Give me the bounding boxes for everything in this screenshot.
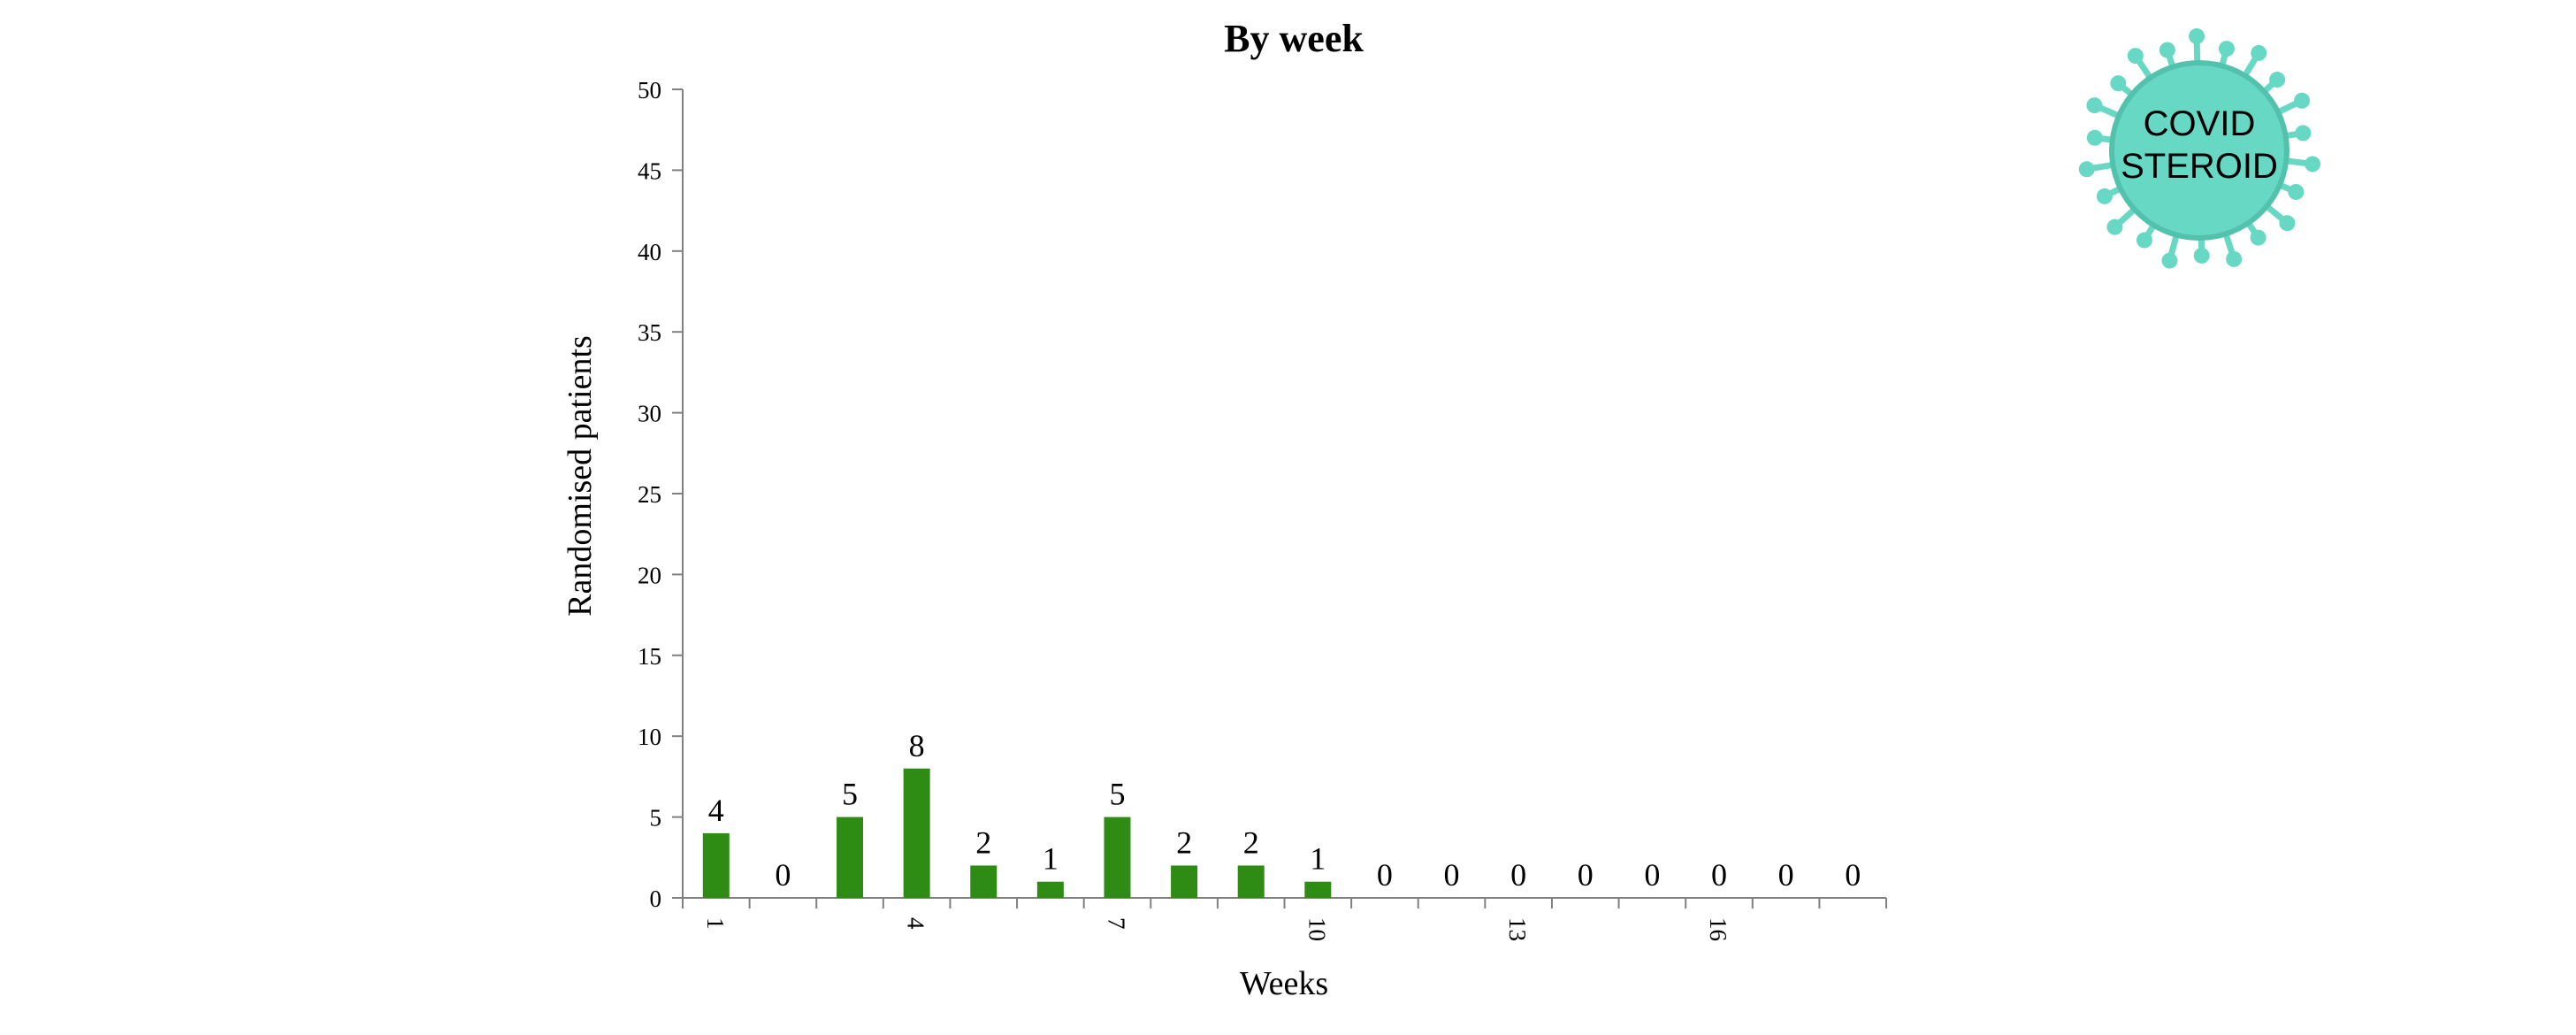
virus-spike-tip [2159,42,2175,58]
covid-steroid-logo: COVID STEROID [2078,28,2321,269]
virus-spike-tip [2305,156,2321,172]
virus-spike-tip [2161,252,2178,269]
virus-spike-tip [2086,97,2103,114]
data-label: 5 [842,777,858,812]
virus-spike-tip [2294,92,2311,109]
y-tick-label: 45 [638,157,661,184]
data-label: 8 [909,728,925,763]
bar [702,832,730,898]
y-tick-label: 40 [638,239,661,265]
virus-spike-tip [2110,75,2127,92]
virus-spike-tip [2106,218,2123,235]
y-tick-label: 20 [638,562,661,588]
logo-line-2: STEROID [2121,147,2278,186]
data-label: 2 [1243,824,1259,860]
y-tick-label: 35 [638,319,661,346]
virus-spike-tip [2078,161,2095,178]
virus-spike-tip [2218,41,2235,58]
data-label: 2 [975,824,991,860]
chart-title: By week [1224,17,1364,60]
bar [1171,865,1198,898]
y-tick-label: 10 [638,724,661,750]
data-label: 4 [708,793,724,828]
bar [1104,816,1131,898]
y-axis-label: Randomised patients [562,335,599,617]
bar [970,865,998,898]
virus-spikes [2078,28,2321,269]
data-label: 0 [1778,857,1794,893]
x-tick-label: 13 [1504,917,1531,941]
x-axis-label: Weeks [1240,965,1328,1002]
x-tick-label: 1 [702,917,729,930]
data-label: 0 [1377,857,1393,893]
logo-line-1: COVID [2144,104,2256,143]
virus-spike-tip [2086,129,2103,146]
y-tick-label: 30 [638,401,661,427]
virus-spike-tip [2193,247,2210,264]
data-label: 5 [1109,777,1125,812]
bar [837,816,864,898]
virus-spike-tip [2295,125,2312,142]
x-tick-label: 7 [1103,917,1129,930]
data-label: 2 [1176,824,1192,860]
data-label: 0 [1845,857,1861,893]
data-label: 0 [1510,857,1526,893]
virus-spike-tip [2136,232,2152,249]
y-tick-label: 25 [638,481,661,508]
y-tick-label: 0 [650,886,662,912]
bars [702,768,1332,898]
x-tick-label: 16 [1705,917,1731,941]
data-label: 0 [775,857,791,893]
data-label: 1 [1310,841,1326,877]
data-label: 0 [1711,857,1727,893]
bar [1036,881,1064,898]
logo-body [2109,60,2289,241]
bar [1237,865,1265,898]
virus-spike-tip [2251,44,2267,61]
virus-spike-tip [2096,188,2113,204]
bar [1304,881,1332,898]
x-tick-label: 10 [1303,917,1330,941]
data-label: 0 [1644,857,1660,893]
virus-spike-tip [2288,183,2305,200]
virus-spike-tip [2269,72,2286,88]
y-tick-label: 50 [638,77,661,104]
virus-spike-tip [2250,229,2266,246]
virus-spike-tip [2189,28,2205,45]
virus-spike-tip [2279,215,2296,232]
data-label: 0 [1444,857,1460,893]
data-label: 0 [1578,857,1594,893]
virus-spike-tip [2226,250,2243,267]
data-label: 1 [1043,841,1059,877]
bar [903,768,930,898]
x-tick-label: 4 [903,917,929,930]
y-tick-label: 15 [638,643,661,670]
data-labels: 4 0 5 8 2 1 5 2 2 1 0 0 0 0 0 0 0 0 [708,728,1861,893]
y-tick-label: 5 [650,805,662,832]
virus-spike-tip [2127,48,2144,65]
